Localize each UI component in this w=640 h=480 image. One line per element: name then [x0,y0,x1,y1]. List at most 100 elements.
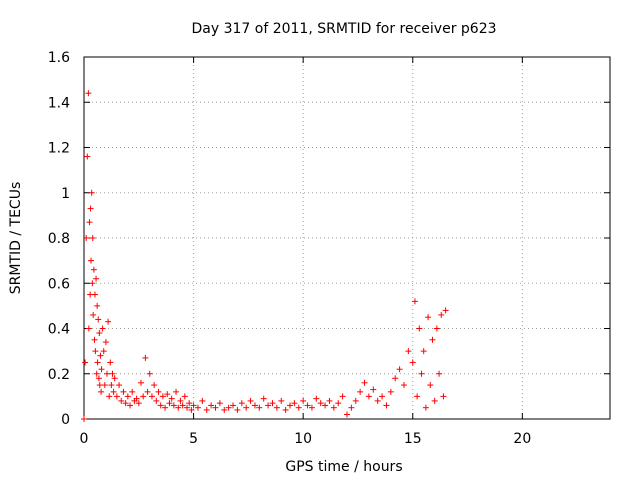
data-point-marker [230,402,237,409]
data-point-marker [102,339,109,346]
data-point-marker [335,400,342,407]
data-point-marker [94,302,101,309]
data-point-marker [90,311,97,318]
data-point-marker [365,393,372,400]
data-point-marker [216,400,223,407]
data-point-marker [295,404,302,411]
data-point-marker [96,382,103,389]
data-point-marker [247,397,254,404]
data-point-marker [91,291,98,298]
data-point-marker [370,386,377,393]
data-point-marker [313,395,320,402]
data-point-marker [89,235,96,241]
data-point-marker [88,257,95,264]
data-point-marker [133,395,140,402]
data-point-marker [433,325,440,332]
data-point-marker [251,402,258,409]
data-point-marker [140,393,147,400]
data-point-marker [184,404,191,411]
y-axis-label: SRMTID / TECUs [8,182,24,295]
x-tick-label: 5 [189,431,198,447]
data-point-marker [442,307,449,314]
data-point-marker [425,314,432,321]
data-point-marker [93,275,100,282]
data-point-marker [118,397,125,404]
data-point-marker [109,370,116,377]
data-point-marker [379,393,386,400]
y-tick-label: 1.6 [48,50,70,66]
data-point-marker [166,400,173,407]
data-point-marker [168,395,175,402]
y-tick-label: 0 [61,412,70,428]
data-point-marker [181,393,188,400]
data-point-marker [95,375,102,382]
data-point-marker [186,400,193,407]
data-point-marker [409,359,416,366]
data-point-marker [260,395,267,402]
data-point-marker [212,404,219,411]
data-point-marker [405,348,412,355]
data-point-marker [339,393,346,400]
data-point-marker [287,402,294,409]
data-point-marker [431,397,438,404]
data-point-marker [111,375,118,382]
data-point-marker [135,400,142,407]
data-point-marker [127,402,134,409]
data-point-marker [282,406,289,413]
data-point-marker [322,402,329,409]
data-point-marker [122,400,129,407]
data-point-marker [208,402,215,409]
data-point-marker [162,404,169,411]
x-axis-label: GPS time / hours [285,459,402,475]
x-tick-label: 15 [404,431,422,447]
data-point-marker [116,382,123,389]
data-point-marker [170,402,177,409]
data-point-marker [422,404,429,411]
tick-labels: 0 5 10 15 20 0 0.2 0.4 0.6 0.8 1 1.2 1.4 1.6 [48,50,532,447]
data-point-marker [429,336,436,343]
y-tick-label: 0.6 [48,276,70,292]
data-point-marker [142,354,149,361]
x-tick-label: 20 [513,431,531,447]
data-point-marker [137,379,144,386]
data-point-marker [93,370,100,377]
data-point-marker [164,391,171,398]
data-point-marker [265,402,272,409]
data-point-marker [361,379,368,386]
data-point-marker [396,366,403,373]
data-point-marker [85,325,92,332]
data-point-marker [440,393,447,400]
data-point-marker [269,400,276,407]
data-point-marker [352,397,359,404]
x-tick-label: 0 [80,431,89,447]
y-tick-label: 0.8 [48,231,70,247]
data-point-marker [124,393,131,400]
data-point-marker [100,348,107,355]
data-point-marker [291,400,298,407]
grid-lines [84,57,610,419]
data-point-marker [157,402,164,409]
data-point-marker [108,382,115,389]
data-point-marker [151,382,158,389]
data-point-marker [84,153,91,160]
data-point-marker [91,336,98,343]
data-point-marker [99,325,106,332]
data-point-marker [221,406,228,413]
data-point-marker [82,359,89,366]
data-point-marker [383,402,390,409]
data-point-marker [96,330,103,337]
data-point-marker [106,393,113,400]
data-point-marker [348,404,355,411]
data-point-marker [411,298,418,305]
data-point-marker [148,393,155,400]
y-tick-label: 1 [61,186,70,202]
data-point-marker [113,393,120,400]
data-point-marker [199,397,206,404]
data-point-marker [94,359,101,366]
data-point-marker [146,370,153,377]
data-point-marker [107,359,114,366]
data-point-marker [81,416,87,422]
data-point-marker [95,316,102,323]
data-point-marker [203,406,210,413]
x-tick-label: 10 [294,431,312,447]
